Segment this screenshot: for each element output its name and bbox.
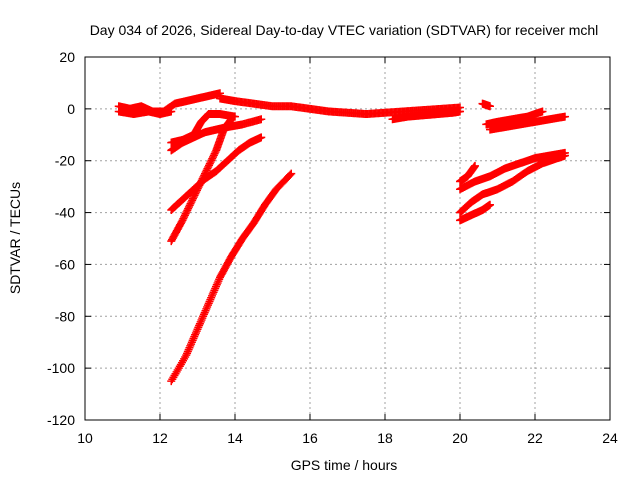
data-point — [561, 151, 569, 160]
data-point — [195, 319, 204, 328]
x-tick-label: 20 — [452, 430, 468, 446]
series-track-o — [456, 151, 569, 217]
data-point — [204, 299, 213, 308]
data-point — [211, 282, 220, 291]
data-point — [183, 349, 192, 358]
y-tick-label: -80 — [55, 308, 75, 324]
data-point — [184, 345, 193, 354]
x-tick-label: 12 — [152, 430, 168, 446]
series-track-d — [388, 107, 464, 124]
y-tick-label: 20 — [59, 49, 75, 65]
series-track-i — [167, 169, 296, 386]
series-track-h — [167, 115, 236, 246]
data-point — [206, 295, 215, 304]
chart-title: Day 034 of 2026, Sidereal Day-to-day VTE… — [90, 22, 599, 38]
data-point — [167, 107, 176, 116]
data-point — [287, 169, 296, 178]
data-point — [471, 161, 479, 170]
plot-frame — [84, 56, 611, 421]
y-tick-label: -20 — [55, 153, 75, 169]
data-point — [201, 306, 210, 315]
data-point — [189, 334, 198, 343]
x-tick-label: 18 — [377, 430, 393, 446]
data-point — [183, 347, 192, 356]
x-axis-label: GPS time / hours — [291, 457, 398, 473]
data-point — [227, 115, 236, 124]
y-tick-label: 0 — [67, 101, 75, 117]
data-points — [114, 89, 569, 386]
data-point — [188, 336, 197, 345]
x-tick-label: 16 — [302, 430, 318, 446]
data-point — [199, 310, 208, 319]
series-track-c — [114, 107, 176, 119]
data-point — [187, 338, 196, 347]
data-point — [209, 288, 218, 297]
series-track-b — [216, 94, 464, 119]
data-point — [199, 312, 208, 321]
data-point — [486, 200, 494, 209]
data-point — [193, 325, 202, 334]
data-point — [257, 115, 266, 124]
y-axis-label: SDTVAR / TECUs — [7, 182, 23, 294]
data-point — [191, 330, 200, 339]
data-point — [561, 112, 569, 121]
data-point — [208, 290, 217, 299]
y-tick-label: -40 — [55, 205, 75, 221]
y-tick-label: -120 — [47, 412, 75, 428]
data-point — [207, 291, 216, 300]
data-point — [185, 343, 194, 352]
data-point — [207, 293, 216, 302]
data-point — [257, 133, 266, 142]
data-point — [538, 107, 547, 116]
data-point — [181, 353, 190, 362]
data-point — [486, 102, 494, 111]
axis-ticks: 10 12 14 16 18 20 22 24 -120 -100 -80 -60 -40 -20 0 20 — [47, 49, 618, 446]
data-point — [195, 321, 204, 330]
data-point — [203, 301, 212, 310]
data-point — [214, 277, 223, 286]
data-point — [196, 317, 205, 326]
data-point — [212, 280, 221, 289]
data-point — [205, 297, 214, 306]
y-tick-label: -60 — [55, 256, 75, 272]
data-point — [213, 278, 222, 287]
series-track-p — [456, 200, 494, 225]
x-tick-label: 14 — [227, 430, 243, 446]
data-point — [186, 341, 195, 350]
data-point — [187, 340, 196, 349]
data-point — [456, 107, 464, 116]
series-track-m — [456, 161, 479, 186]
data-point — [182, 351, 191, 360]
data-point — [197, 315, 206, 324]
data-point — [203, 303, 212, 312]
series-track-j — [478, 99, 494, 111]
data-point — [211, 284, 220, 293]
data-point — [202, 304, 211, 313]
y-tick-label: -100 — [47, 360, 75, 376]
x-tick-label: 22 — [527, 430, 543, 446]
data-point — [198, 314, 207, 323]
x-tick-label: 24 — [602, 430, 618, 446]
data-point — [200, 308, 209, 317]
data-point — [192, 327, 201, 336]
data-point — [190, 332, 199, 341]
data-point — [191, 328, 200, 337]
series-track-l — [486, 112, 569, 134]
data-point — [194, 323, 203, 332]
x-tick-label: 10 — [77, 430, 93, 446]
data-point — [286, 170, 295, 179]
data-point — [210, 286, 219, 295]
